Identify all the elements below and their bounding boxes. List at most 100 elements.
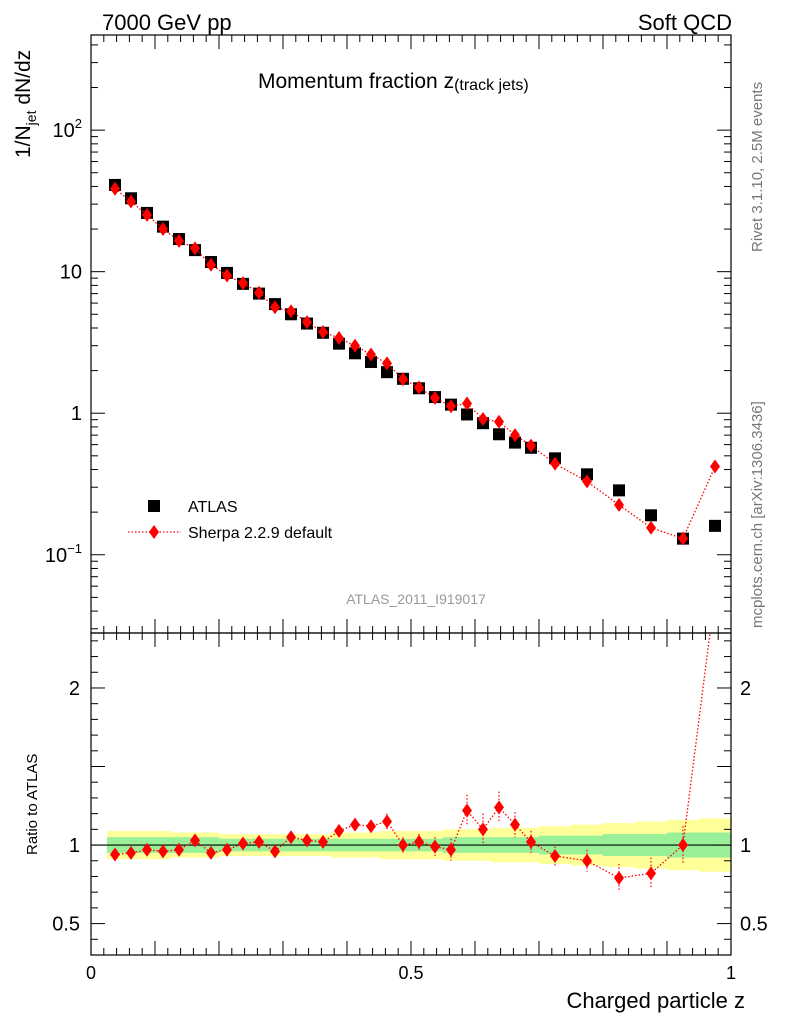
ratio-point: [110, 847, 120, 862]
ratio-point: [302, 833, 312, 848]
ratio-point: [494, 800, 504, 815]
ratio-point: [550, 849, 560, 864]
sherpa-point: [366, 347, 376, 362]
ratio-point: [174, 842, 184, 857]
sherpa-point: [350, 338, 360, 353]
ratio-panel: 0.5 0.5 1 1 2 2: [52, 632, 768, 956]
header-right: Soft QCD: [638, 10, 732, 35]
ratio-point: [286, 830, 296, 845]
legend-atlas-marker: [148, 500, 160, 512]
sherpa-point: [302, 315, 312, 330]
ratio-point: [238, 836, 248, 851]
chart-title-var: z: [444, 70, 455, 93]
y-tick-label: 1: [71, 403, 82, 425]
x-tick-label: 0: [86, 963, 96, 983]
sherpa-point: [462, 396, 472, 411]
sherpa-point: [382, 356, 392, 371]
ratio-point: [206, 845, 216, 860]
ratio-point: [382, 814, 392, 829]
analysis-id: ATLAS_2011_I919017: [346, 591, 486, 607]
ratio-point: [222, 842, 232, 857]
ratio-point: [126, 845, 136, 860]
ratio-point: [430, 839, 440, 854]
ratio-point: [414, 834, 424, 849]
ratio-point: [462, 803, 472, 818]
sherpa-point: [478, 412, 488, 427]
sherpa-point: [254, 285, 264, 300]
sherpa-point: [678, 531, 688, 546]
y-tick-label: 10: [60, 262, 82, 284]
ratio-tick-label-right: 2: [740, 678, 751, 700]
ratio-point: [526, 834, 536, 849]
ratio-point: [318, 834, 328, 849]
sherpa-point: [318, 324, 328, 339]
sherpa-point: [126, 194, 136, 209]
y-axis-label: 1/Njet dN/dz: [12, 50, 39, 158]
atlas-point: [365, 356, 377, 369]
atlas-point: [645, 509, 657, 522]
atlas-point: [581, 468, 593, 481]
legend-sherpa-marker: [149, 525, 159, 539]
sherpa-point: [614, 497, 624, 512]
chart-title: Momentum fraction z(track jets): [258, 70, 529, 94]
sherpa-point: [398, 372, 408, 387]
atlas-point: [461, 408, 473, 421]
atlas-point: [493, 428, 505, 441]
sherpa-point: [222, 268, 232, 283]
ratio-tick-label-right: 1: [740, 835, 751, 857]
ratio-line: [114, 633, 711, 879]
sherpa-point: [510, 428, 520, 443]
atlas-point: [613, 484, 625, 497]
y-axis-label-sub: jet: [23, 110, 39, 126]
legend-sherpa-label: Sherpa 2.2.9 default: [188, 525, 333, 542]
ratio-y-axis-label: Ratio to ATLAS: [24, 754, 41, 855]
chart-marks: [109, 178, 721, 893]
ratio-point: [350, 817, 360, 832]
ratio-tick-label-right: 0.5: [740, 914, 768, 936]
sherpa-point: [238, 276, 248, 291]
sherpa-point: [286, 304, 296, 319]
ratio-point: [270, 844, 280, 859]
ratio-point: [446, 842, 456, 857]
sherpa-point: [526, 438, 536, 453]
y-axis-label-main: 1/N: [12, 125, 35, 158]
ratio-point: [366, 819, 376, 834]
ratio-point: [510, 817, 520, 832]
ratio-point: [678, 838, 688, 853]
legend: ATLAS Sherpa 2.2.9 default: [128, 499, 333, 542]
sherpa-point: [158, 222, 168, 237]
sherpa-point: [190, 241, 200, 256]
sherpa-point: [710, 459, 720, 474]
ratio-tick-label-left: 1: [69, 835, 80, 857]
chart-title-sub: (track jets): [454, 77, 529, 94]
sherpa-point: [446, 399, 456, 414]
y-tick-label: 102: [53, 116, 82, 142]
ratio-point: [158, 844, 168, 859]
ratio-point: [614, 871, 624, 886]
ratio-point: [254, 834, 264, 849]
x-tick-label: 0.5: [398, 963, 423, 983]
mcplots-label: mcplots.cern.ch [arXiv:1306.3436]: [749, 401, 766, 628]
ratio-point: [334, 823, 344, 838]
sherpa-point: [174, 233, 184, 248]
sherpa-point: [206, 257, 216, 272]
rivet-version-label: Rivet 3.1.10, 2.5M events: [749, 82, 766, 252]
atlas-point: [709, 519, 721, 532]
ratio-point: [582, 853, 592, 868]
x-tick-label: 1: [726, 963, 736, 983]
sherpa-point: [430, 391, 440, 406]
sherpa-point: [582, 474, 592, 489]
chart-title-main: Momentum fraction: [258, 70, 444, 93]
x-axis-label: Charged particle z: [566, 988, 745, 1013]
sherpa-point: [646, 520, 656, 535]
sherpa-point: [270, 300, 280, 315]
ratio-point: [398, 838, 408, 853]
main-panel: 0 0.5 1 10−1 1 10 102: [45, 34, 736, 983]
ratio-tick-label-left: 2: [69, 678, 80, 700]
ratio-point: [142, 842, 152, 857]
header-left: 7000 GeV pp: [102, 10, 232, 35]
sherpa-point: [414, 380, 424, 395]
ratio-point: [190, 833, 200, 848]
ratio-point: [646, 866, 656, 881]
